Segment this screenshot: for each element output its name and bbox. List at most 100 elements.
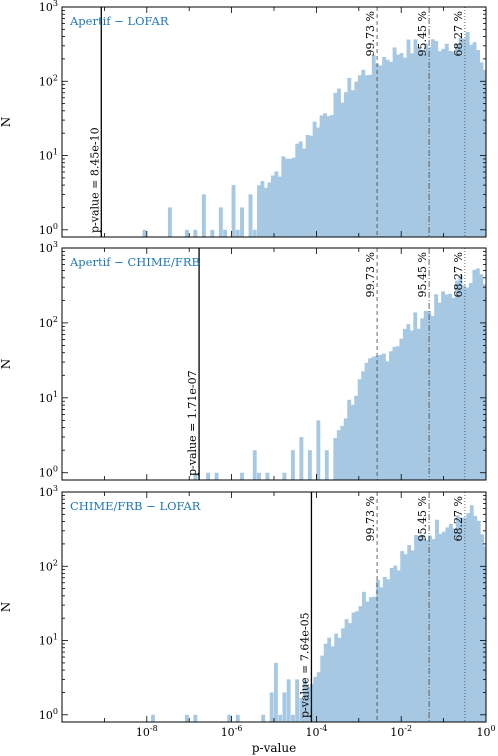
histogram-bar — [340, 425, 345, 480]
histogram-bar — [350, 90, 355, 237]
histogram-bar — [469, 505, 474, 722]
histogram-bar — [382, 576, 387, 722]
histogram-bar — [396, 54, 400, 237]
confidence-label: 99.73 % — [364, 11, 377, 56]
histogram-bar — [479, 62, 484, 237]
histogram-bar — [274, 171, 279, 237]
histogram-bar — [364, 362, 369, 480]
histogram-bar — [252, 229, 257, 237]
panel-title: Apertif − CHIME/FRB — [69, 255, 200, 269]
pvalue-label: p-value = 1.71e-07 — [186, 370, 199, 476]
confidence-label: 95.45 % — [416, 11, 429, 56]
histogram-bar — [362, 591, 366, 722]
histogram-bar — [368, 358, 373, 480]
histogram-bar — [468, 283, 473, 480]
y-axis-label: N — [0, 117, 13, 128]
histogram-bar — [382, 353, 386, 480]
histogram-bar — [298, 141, 303, 237]
histogram-bar — [413, 312, 418, 480]
histogram-bar — [248, 194, 253, 237]
histogram-bar — [393, 565, 398, 722]
histogram-bar — [323, 643, 328, 722]
histogram-bar — [424, 539, 429, 722]
histogram-bar — [379, 587, 384, 722]
histogram-bar — [312, 121, 317, 237]
histogram-bar — [406, 39, 411, 237]
histogram-bar — [290, 450, 295, 480]
panel-3: 99.73 % 95.45 % 68.27 % p-value = 7.64e-05 1… — [0, 484, 496, 755]
histogram-bar — [388, 351, 393, 480]
histogram-bar — [430, 39, 435, 237]
histogram-bar — [263, 187, 268, 237]
histogram-bar — [193, 472, 198, 480]
histogram-bar — [193, 229, 198, 237]
histogram-bar — [240, 472, 244, 480]
histogram-bar — [324, 450, 329, 480]
histogram-bar — [441, 531, 446, 722]
histogram-bar — [462, 285, 466, 480]
histogram-bar — [455, 280, 459, 480]
histogram-bar — [416, 328, 421, 480]
histogram-bar — [472, 269, 477, 480]
histogram-bar — [361, 371, 366, 480]
histogram-bar — [306, 687, 311, 722]
histogram-bar — [459, 517, 464, 722]
x-tick-label: 10-2 — [390, 724, 412, 739]
histogram-bar — [288, 158, 293, 237]
confidence-label: 68.27 % — [452, 252, 465, 297]
histogram-bar — [358, 606, 363, 722]
histogram-bar — [458, 275, 463, 480]
histogram-bar — [302, 148, 307, 237]
histogram-bars — [193, 268, 486, 480]
x-tick-label: 10-6 — [221, 724, 243, 739]
histogram-bar — [476, 520, 481, 722]
histogram-bar — [385, 59, 390, 237]
histogram-bar — [430, 315, 435, 480]
histogram-bar — [257, 185, 261, 237]
histogram-bar — [261, 714, 266, 722]
histogram-bar — [351, 612, 356, 722]
histogram-bar — [400, 551, 405, 722]
confidence-label: 99.73 % — [364, 496, 377, 541]
histogram-bar — [444, 43, 449, 237]
histogram-bar — [437, 302, 442, 480]
histogram-bar — [286, 679, 291, 722]
histogram-bar — [343, 418, 348, 480]
histogram-bar — [413, 39, 418, 237]
histogram-bar — [270, 175, 275, 237]
x-tick-label: 100 — [476, 724, 495, 739]
y-tick-label: 102 — [39, 73, 58, 88]
histogram-bar — [428, 535, 432, 722]
histogram-bar — [438, 533, 443, 722]
panel-title: CHIME/FRB − LOFAR — [70, 499, 201, 513]
histogram-bar — [282, 472, 287, 480]
y-tick-label: 103 — [39, 484, 58, 499]
confidence-label: 68.27 % — [452, 11, 465, 56]
histogram-bar — [455, 43, 460, 237]
panel-2: 99.73 % 95.45 % 68.27 % p-value = 1.71e-07 1… — [0, 240, 487, 481]
histogram-bar — [465, 31, 470, 237]
histogram-bar — [313, 676, 318, 722]
y-tick-label: 100 — [39, 465, 58, 480]
histogram-bar — [361, 69, 366, 237]
histogram-bar — [441, 291, 446, 480]
histogram-bar — [466, 513, 471, 722]
y-tick-label: 100 — [39, 707, 58, 722]
panel-title: Apertif − LOFAR — [69, 14, 169, 28]
histogram-bar — [290, 714, 295, 722]
histogram-bar — [364, 75, 369, 237]
histogram-bar — [371, 356, 376, 480]
histogram-bar — [458, 38, 463, 237]
histogram-bar — [240, 207, 244, 237]
panel-1: 99.73 % 95.45 % 68.27 % p-value = 8.45e-10 1… — [0, 0, 487, 238]
histogram-bar — [348, 623, 352, 722]
histogram-bar — [434, 294, 439, 480]
histogram-bar — [337, 88, 341, 237]
histogram-bar — [476, 49, 480, 237]
histogram-bar — [336, 430, 341, 480]
histogram-bar — [372, 596, 377, 722]
histogram-bar — [252, 450, 257, 480]
histogram-bar — [420, 318, 425, 480]
histogram-bar — [423, 43, 428, 237]
histogram-bar — [392, 47, 397, 237]
